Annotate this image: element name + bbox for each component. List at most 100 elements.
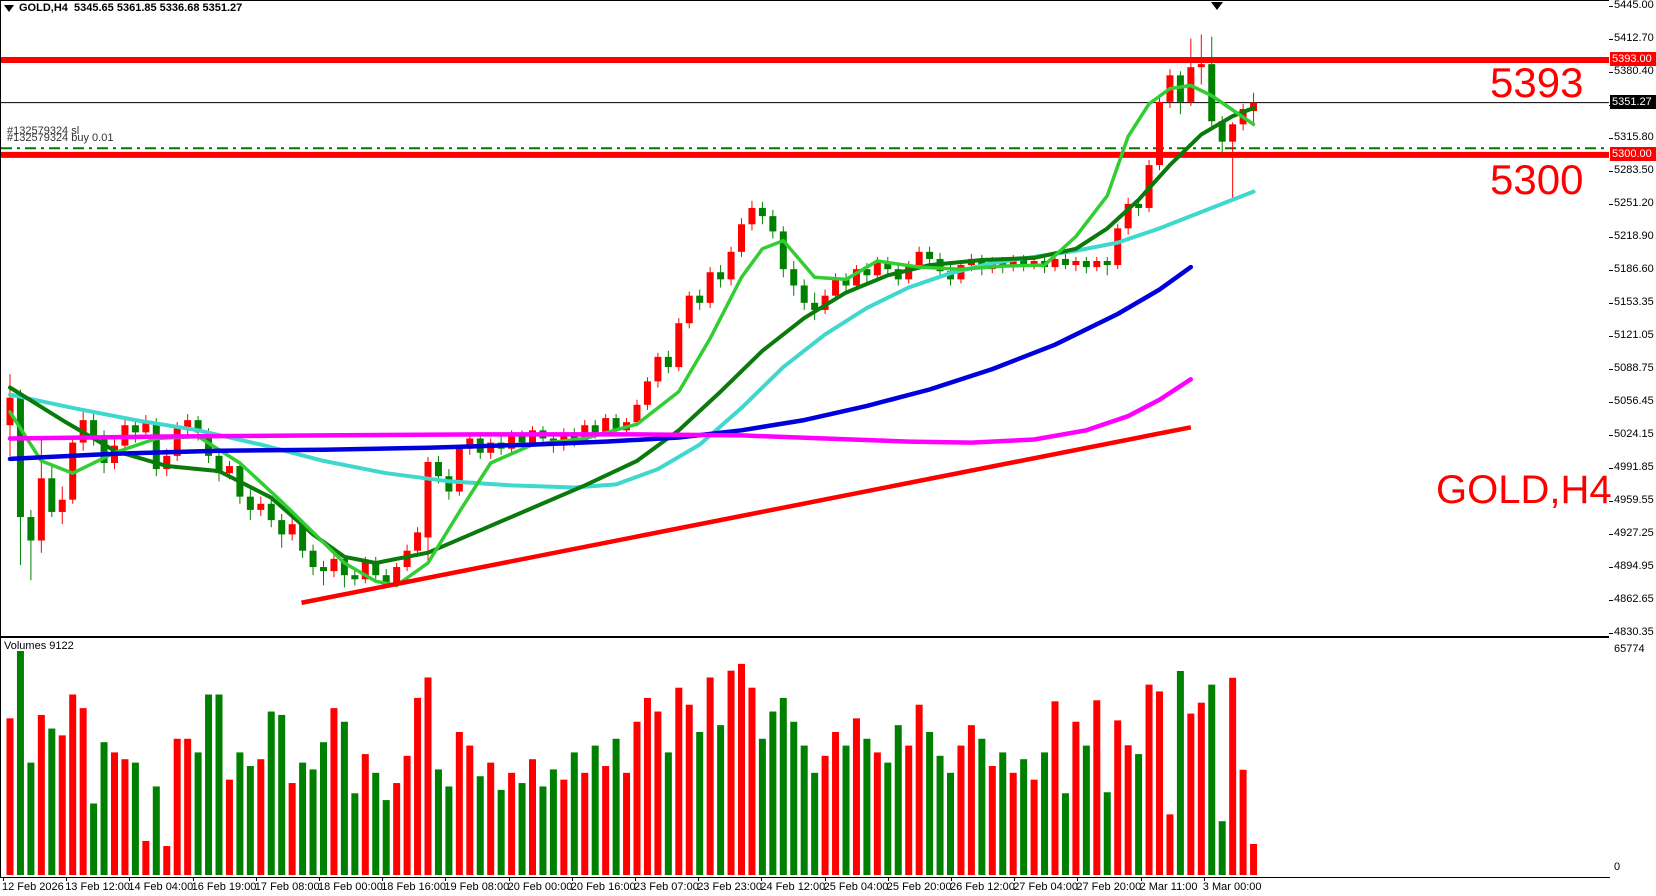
chart-shift-marker-icon[interactable] (1211, 2, 1223, 10)
candle-body (591, 425, 599, 433)
candle-body (633, 404, 641, 423)
level-lines[interactable] (1, 57, 1609, 158)
moving-averages (7, 83, 1256, 588)
volume-bar (1145, 684, 1153, 875)
volume-bar (1250, 843, 1258, 875)
volume-bar (863, 738, 871, 875)
time-axis-label: 12 Feb 2026 (2, 881, 64, 893)
price-axis-tick (1609, 39, 1613, 40)
candle-body (1103, 261, 1111, 266)
time-axis-tick (255, 877, 257, 881)
time-axis-tick (319, 877, 320, 881)
volume-bar (936, 755, 944, 875)
ma-blue (7, 264, 1194, 462)
volume-bar (727, 670, 735, 875)
candle-body (1218, 121, 1226, 142)
volume-bar (529, 759, 536, 875)
price-axis-label: 5056.45 (1614, 395, 1654, 407)
candle-body (811, 302, 819, 310)
volume-bar (236, 752, 244, 875)
candle-body (382, 575, 390, 584)
main-chart-svg[interactable] (1, 1, 1609, 636)
candle-body (1082, 261, 1090, 268)
order-label-secondary[interactable]: #132579324 sl (7, 125, 80, 137)
main-chart-pane[interactable] (0, 0, 1610, 637)
volume-axis-max: 65774 (1614, 643, 1645, 655)
candle-body (445, 476, 453, 492)
candle-body (915, 251, 923, 266)
candle-body (664, 356, 672, 368)
time-axis-tick (1014, 877, 1016, 881)
volume-bar (225, 779, 233, 875)
price-axis-tick (1609, 402, 1613, 403)
time-axis[interactable]: 12 Feb 2026 13 Feb 12:00 14 Feb 04:00 16 Fe… (0, 877, 1656, 896)
volume-bar (664, 752, 672, 875)
volume-bar (738, 663, 745, 875)
volume-bar (539, 786, 547, 875)
volume-bar (800, 745, 808, 875)
price-axis-tick (1609, 270, 1613, 271)
candle-body (424, 461, 432, 538)
price-axis-tick (1609, 534, 1613, 535)
price-axis-tick (1609, 468, 1613, 469)
volume-bar (382, 800, 390, 875)
volume-bar (758, 738, 766, 875)
candle-body (1135, 203, 1143, 208)
price-tag-support: 5300.00 (1610, 147, 1656, 161)
candle-body (1009, 258, 1017, 268)
volume-bar (821, 755, 829, 875)
candle-body (90, 420, 98, 439)
volume-bar (560, 779, 568, 875)
ma-magenta (7, 377, 1194, 445)
price-axis[interactable]: 5445.005412.705380.405348.105315.805283.… (1609, 0, 1656, 638)
candle-body (299, 524, 307, 551)
price-axis-label: 4927.25 (1614, 527, 1654, 539)
time-axis-tick (571, 877, 573, 881)
candle-body (602, 418, 610, 433)
ohlc-values: 5345.65 5361.85 5336.68 5351.27 (74, 2, 243, 14)
candle-body (163, 455, 171, 470)
candle-body (267, 503, 275, 521)
candle-body (37, 478, 45, 541)
volume-pane[interactable] (0, 637, 1610, 878)
price-axis-label: 5186.60 (1614, 263, 1654, 275)
volume-svg[interactable] (1, 638, 1609, 877)
volume-bar (487, 762, 495, 875)
candle-body (675, 323, 683, 368)
price-axis-tick (1609, 600, 1613, 601)
volume-bar (643, 697, 651, 875)
volume-bar (581, 772, 589, 875)
price-axis-label: 5153.35 (1614, 296, 1654, 308)
volume-bar (340, 721, 348, 875)
candle-body (790, 269, 798, 286)
volume-bar (842, 745, 850, 875)
volume-bar (633, 721, 641, 875)
time-axis-label: 2 Mar 11:00 (1139, 881, 1198, 893)
candle-body (612, 418, 620, 431)
candle-body (1229, 124, 1237, 142)
order-label[interactable]: #132579324 buy 0.01 (7, 132, 114, 144)
trend-line[interactable] (301, 425, 1192, 605)
volume-bar (988, 766, 996, 875)
candle-body (696, 295, 704, 303)
volume-bar (1187, 713, 1195, 875)
candle-body (1061, 258, 1069, 266)
candle-body (1093, 261, 1101, 268)
price-axis-label: 5088.75 (1614, 362, 1654, 374)
time-axis-label: 18 Feb 16:00 (381, 881, 447, 893)
volume-bar (1124, 745, 1132, 875)
volume-bar (111, 752, 118, 875)
volume-bar (570, 752, 578, 875)
volume-bar (79, 708, 87, 875)
candle-body (69, 442, 77, 500)
volume-bar (779, 697, 787, 875)
volume-bar (1020, 759, 1028, 875)
volume-bar (957, 745, 965, 875)
volume-bar (163, 846, 171, 875)
symbol-dropdown-icon[interactable] (4, 4, 14, 12)
volume-bar (393, 783, 401, 875)
candle-body (372, 560, 380, 576)
candle-body (225, 466, 233, 474)
price-tag-resistance: 5393.00 (1610, 52, 1656, 66)
time-axis-tick (66, 877, 68, 881)
